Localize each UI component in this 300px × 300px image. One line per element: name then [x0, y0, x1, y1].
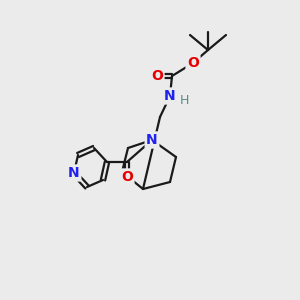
Text: H: H [179, 94, 189, 107]
Text: O: O [187, 56, 199, 70]
Text: N: N [146, 133, 158, 147]
Text: O: O [151, 69, 163, 83]
Text: N: N [68, 166, 80, 180]
Text: O: O [121, 170, 133, 184]
Text: N: N [164, 89, 176, 103]
